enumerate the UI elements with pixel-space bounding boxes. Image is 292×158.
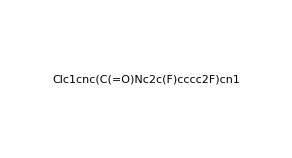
Text: Clc1cnc(C(=O)Nc2c(F)cccc2F)cn1: Clc1cnc(C(=O)Nc2c(F)cccc2F)cn1 (52, 74, 240, 84)
